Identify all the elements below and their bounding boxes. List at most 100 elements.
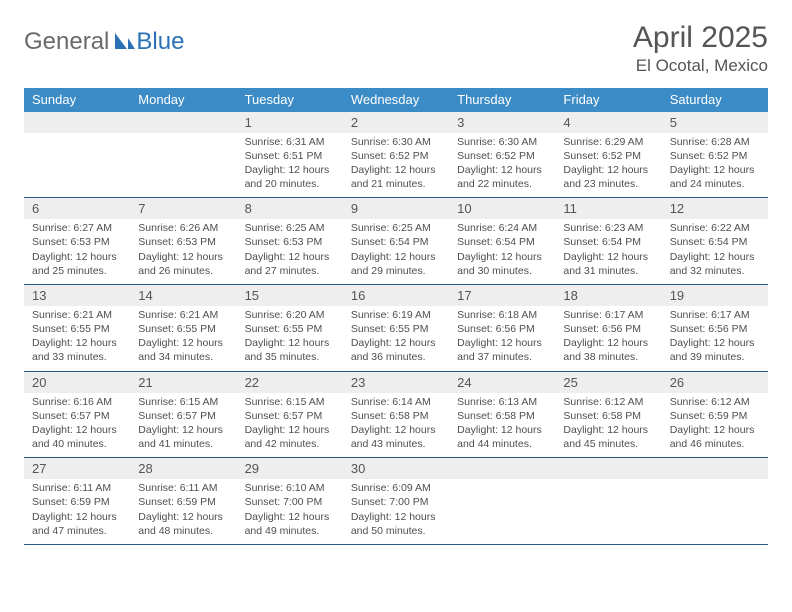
day-number: 28 xyxy=(130,458,236,479)
day-body: Sunrise: 6:16 AMSunset: 6:57 PMDaylight:… xyxy=(24,393,130,458)
day-body xyxy=(555,479,661,544)
day-number: 1 xyxy=(237,112,343,133)
day-number: 29 xyxy=(237,458,343,479)
day-body: Sunrise: 6:24 AMSunset: 6:54 PMDaylight:… xyxy=(449,219,555,284)
day-body: Sunrise: 6:30 AMSunset: 6:52 PMDaylight:… xyxy=(343,133,449,198)
day-body: Sunrise: 6:17 AMSunset: 6:56 PMDaylight:… xyxy=(662,306,768,371)
day-number xyxy=(130,112,236,133)
day-body: Sunrise: 6:14 AMSunset: 6:58 PMDaylight:… xyxy=(343,393,449,458)
day-body xyxy=(449,479,555,544)
daynum-row: 27282930 xyxy=(24,458,768,479)
dow-cell: Saturday xyxy=(662,88,768,112)
brand-word-2: Blue xyxy=(136,28,184,56)
day-number: 24 xyxy=(449,372,555,393)
day-body: Sunrise: 6:15 AMSunset: 6:57 PMDaylight:… xyxy=(130,393,236,458)
daynum-row: 13141516171819 xyxy=(24,285,768,306)
day-number: 3 xyxy=(449,112,555,133)
day-number: 9 xyxy=(343,198,449,219)
day-body xyxy=(130,133,236,198)
dow-cell: Sunday xyxy=(24,88,130,112)
day-number xyxy=(555,458,661,479)
day-number: 30 xyxy=(343,458,449,479)
day-number: 22 xyxy=(237,372,343,393)
day-number: 10 xyxy=(449,198,555,219)
brand-logo: General Blue xyxy=(24,22,184,56)
day-number: 2 xyxy=(343,112,449,133)
day-number: 5 xyxy=(662,112,768,133)
day-number: 26 xyxy=(662,372,768,393)
day-body: Sunrise: 6:09 AMSunset: 7:00 PMDaylight:… xyxy=(343,479,449,544)
daybody-row: Sunrise: 6:21 AMSunset: 6:55 PMDaylight:… xyxy=(24,306,768,371)
brand-sail-icon xyxy=(113,31,135,51)
day-number: 21 xyxy=(130,372,236,393)
day-body xyxy=(662,479,768,544)
day-body: Sunrise: 6:13 AMSunset: 6:58 PMDaylight:… xyxy=(449,393,555,458)
day-body: Sunrise: 6:25 AMSunset: 6:53 PMDaylight:… xyxy=(237,219,343,284)
day-number: 20 xyxy=(24,372,130,393)
week: 12345 Sunrise: 6:31 AMSunset: 6:51 PMDayl… xyxy=(24,112,768,199)
header: General Blue April 2025 El Ocotal, Mexic… xyxy=(24,22,768,76)
dow-cell: Friday xyxy=(555,88,661,112)
day-body: Sunrise: 6:11 AMSunset: 6:59 PMDaylight:… xyxy=(24,479,130,544)
calendar: SundayMondayTuesdayWednesdayThursdayFrid… xyxy=(24,88,768,545)
day-body: Sunrise: 6:12 AMSunset: 6:58 PMDaylight:… xyxy=(555,393,661,458)
day-number xyxy=(662,458,768,479)
day-number: 14 xyxy=(130,285,236,306)
day-number: 8 xyxy=(237,198,343,219)
day-body: Sunrise: 6:15 AMSunset: 6:57 PMDaylight:… xyxy=(237,393,343,458)
week: 20212223242526Sunrise: 6:16 AMSunset: 6:… xyxy=(24,372,768,459)
day-body: Sunrise: 6:25 AMSunset: 6:54 PMDaylight:… xyxy=(343,219,449,284)
day-number: 18 xyxy=(555,285,661,306)
week: 6789101112Sunrise: 6:27 AMSunset: 6:53 P… xyxy=(24,198,768,285)
day-number: 7 xyxy=(130,198,236,219)
day-body: Sunrise: 6:10 AMSunset: 7:00 PMDaylight:… xyxy=(237,479,343,544)
daynum-row: 20212223242526 xyxy=(24,372,768,393)
day-body: Sunrise: 6:17 AMSunset: 6:56 PMDaylight:… xyxy=(555,306,661,371)
day-body: Sunrise: 6:26 AMSunset: 6:53 PMDaylight:… xyxy=(130,219,236,284)
day-number: 13 xyxy=(24,285,130,306)
day-body: Sunrise: 6:11 AMSunset: 6:59 PMDaylight:… xyxy=(130,479,236,544)
day-number: 16 xyxy=(343,285,449,306)
day-number: 15 xyxy=(237,285,343,306)
daynum-row: 6789101112 xyxy=(24,198,768,219)
day-body xyxy=(24,133,130,198)
day-body: Sunrise: 6:12 AMSunset: 6:59 PMDaylight:… xyxy=(662,393,768,458)
day-body: Sunrise: 6:21 AMSunset: 6:55 PMDaylight:… xyxy=(130,306,236,371)
brand-word-1: General xyxy=(24,28,109,56)
day-number: 25 xyxy=(555,372,661,393)
day-number: 11 xyxy=(555,198,661,219)
daybody-row: Sunrise: 6:16 AMSunset: 6:57 PMDaylight:… xyxy=(24,393,768,458)
day-body: Sunrise: 6:20 AMSunset: 6:55 PMDaylight:… xyxy=(237,306,343,371)
day-number: 12 xyxy=(662,198,768,219)
day-number: 23 xyxy=(343,372,449,393)
weeks-container: 12345Sunrise: 6:31 AMSunset: 6:51 PMDayl… xyxy=(24,112,768,545)
dow-cell: Monday xyxy=(130,88,236,112)
day-number: 27 xyxy=(24,458,130,479)
dow-cell: Wednesday xyxy=(343,88,449,112)
daybody-row: Sunrise: 6:11 AMSunset: 6:59 PMDaylight:… xyxy=(24,479,768,544)
day-body: Sunrise: 6:18 AMSunset: 6:56 PMDaylight:… xyxy=(449,306,555,371)
day-body: Sunrise: 6:27 AMSunset: 6:53 PMDaylight:… xyxy=(24,219,130,284)
daybody-row: Sunrise: 6:27 AMSunset: 6:53 PMDaylight:… xyxy=(24,219,768,284)
dow-row: SundayMondayTuesdayWednesdayThursdayFrid… xyxy=(24,88,768,112)
day-number: 19 xyxy=(662,285,768,306)
page: General Blue April 2025 El Ocotal, Mexic… xyxy=(0,0,792,545)
day-number xyxy=(449,458,555,479)
day-body: Sunrise: 6:29 AMSunset: 6:52 PMDaylight:… xyxy=(555,133,661,198)
week: 27282930 Sunrise: 6:11 AMSunset: 6:59 PM… xyxy=(24,458,768,545)
dow-cell: Thursday xyxy=(449,88,555,112)
daybody-row: Sunrise: 6:31 AMSunset: 6:51 PMDaylight:… xyxy=(24,133,768,198)
day-body: Sunrise: 6:28 AMSunset: 6:52 PMDaylight:… xyxy=(662,133,768,198)
day-number xyxy=(24,112,130,133)
day-body: Sunrise: 6:31 AMSunset: 6:51 PMDaylight:… xyxy=(237,133,343,198)
week: 13141516171819Sunrise: 6:21 AMSunset: 6:… xyxy=(24,285,768,372)
day-body: Sunrise: 6:22 AMSunset: 6:54 PMDaylight:… xyxy=(662,219,768,284)
day-number: 6 xyxy=(24,198,130,219)
day-body: Sunrise: 6:30 AMSunset: 6:52 PMDaylight:… xyxy=(449,133,555,198)
day-body: Sunrise: 6:21 AMSunset: 6:55 PMDaylight:… xyxy=(24,306,130,371)
day-body: Sunrise: 6:23 AMSunset: 6:54 PMDaylight:… xyxy=(555,219,661,284)
page-title: April 2025 xyxy=(633,22,768,54)
day-body: Sunrise: 6:19 AMSunset: 6:55 PMDaylight:… xyxy=(343,306,449,371)
day-number: 4 xyxy=(555,112,661,133)
title-block: April 2025 El Ocotal, Mexico xyxy=(633,22,768,76)
